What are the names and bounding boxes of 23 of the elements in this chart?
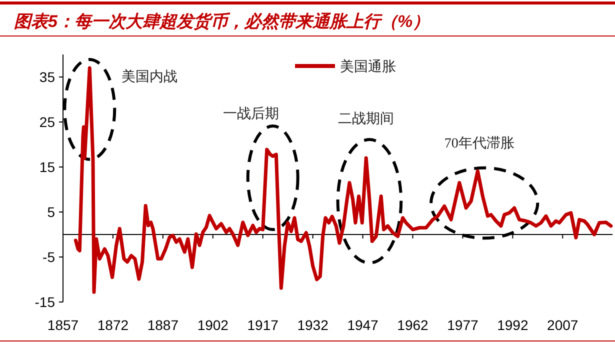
- x-tick-label: 1947: [347, 317, 379, 333]
- x-tick-label: 1887: [147, 317, 179, 333]
- x-tick-label: 1857: [47, 317, 79, 333]
- y-tick-label: 25: [39, 114, 56, 130]
- annotation: 一战后期: [222, 106, 279, 122]
- x-tick-label: 1872: [97, 317, 129, 333]
- x-tick-label: 1962: [397, 317, 429, 333]
- y-tick-label: -15: [34, 294, 56, 310]
- chart-title: 图表5：每一次大肆超发货币，必然带来通胀上行（%）: [14, 12, 430, 31]
- x-tick-label: 1917: [247, 317, 279, 333]
- annotation: 美国内战: [121, 69, 178, 86]
- annotation: 70年代滞胀: [444, 136, 514, 152]
- legend-label: 美国通胀: [340, 59, 396, 75]
- x-tick-label: 1932: [297, 317, 329, 333]
- annotation: 二战期间: [338, 110, 394, 127]
- y-tick-label: 5: [47, 204, 56, 220]
- x-tick-label: 2007: [547, 317, 578, 333]
- x-tick-label: 1902: [197, 317, 229, 333]
- x-tick-label: 1977: [447, 317, 478, 333]
- x-tick-label: 1992: [497, 317, 528, 333]
- y-tick-label: 35: [39, 69, 56, 85]
- y-tick-label: -5: [42, 249, 56, 265]
- y-tick-label: 15: [39, 159, 56, 175]
